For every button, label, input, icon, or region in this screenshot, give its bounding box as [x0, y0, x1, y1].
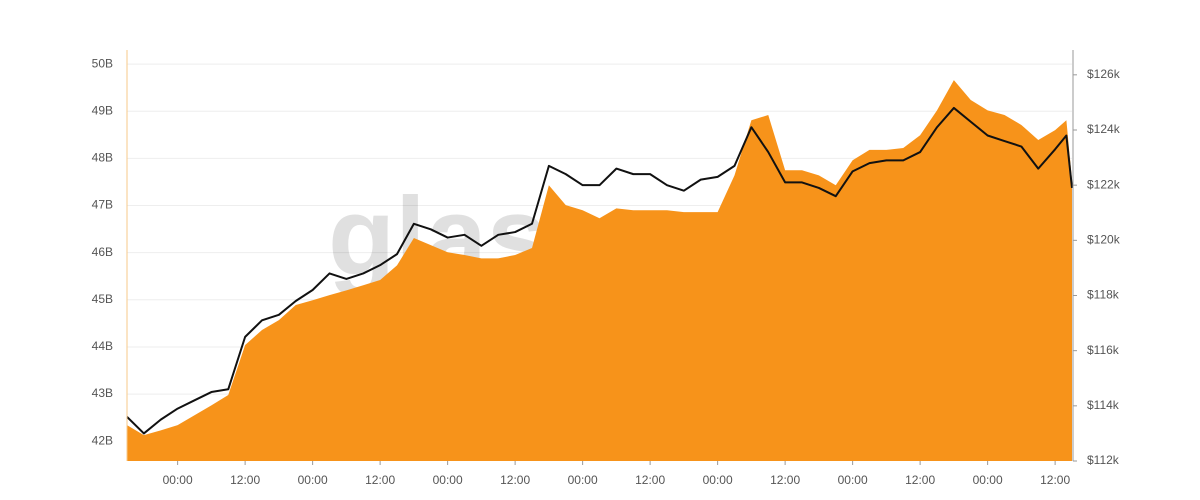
y2-tick-label: $118k [1087, 288, 1120, 302]
x-tick-label: 00:00 [163, 473, 193, 487]
x-tick-label: 00:00 [298, 473, 328, 487]
x-tick-label: 12:00 [500, 473, 530, 487]
y-tick-label: 50B [92, 56, 113, 70]
x-tick-label: 12:00 [1040, 473, 1070, 487]
y2-tick-label: $126k [1087, 67, 1121, 81]
x-tick-label: 00:00 [568, 473, 598, 487]
x-tick-label: 00:00 [433, 473, 463, 487]
area [127, 80, 1072, 462]
x-tick-label: 12:00 [770, 473, 800, 487]
y2-tick-label: $112k [1087, 453, 1120, 467]
x-tick-label: 12:00 [905, 473, 935, 487]
y-tick-label: 48B [92, 151, 113, 165]
price-line [126, 106, 1073, 435]
y-tick-label: 43B [92, 386, 113, 400]
y2-tick-label: $120k [1087, 233, 1121, 247]
x-tick-label: 00:00 [838, 473, 868, 487]
y-tick-label: 47B [92, 198, 113, 212]
x-tick-label: 12:00 [230, 473, 260, 487]
y-tick-label: 42B [92, 433, 113, 447]
y-tick-label: 44B [92, 339, 113, 353]
x-tick-label: 00:00 [703, 473, 733, 487]
y2-tick-label: $114k [1087, 398, 1120, 412]
x-tick-label: 00:00 [973, 473, 1003, 487]
y2-tick-label: $122k [1087, 177, 1121, 191]
x-tick-label: 12:00 [635, 473, 665, 487]
y2-tick-label: $116k [1087, 343, 1120, 357]
y-tick-label: 45B [92, 292, 113, 306]
y-tick-label: 46B [92, 245, 113, 259]
x-tick-label: 12:00 [365, 473, 395, 487]
y-tick-label: 49B [92, 103, 113, 117]
y2-tick-label: $124k [1087, 122, 1121, 136]
